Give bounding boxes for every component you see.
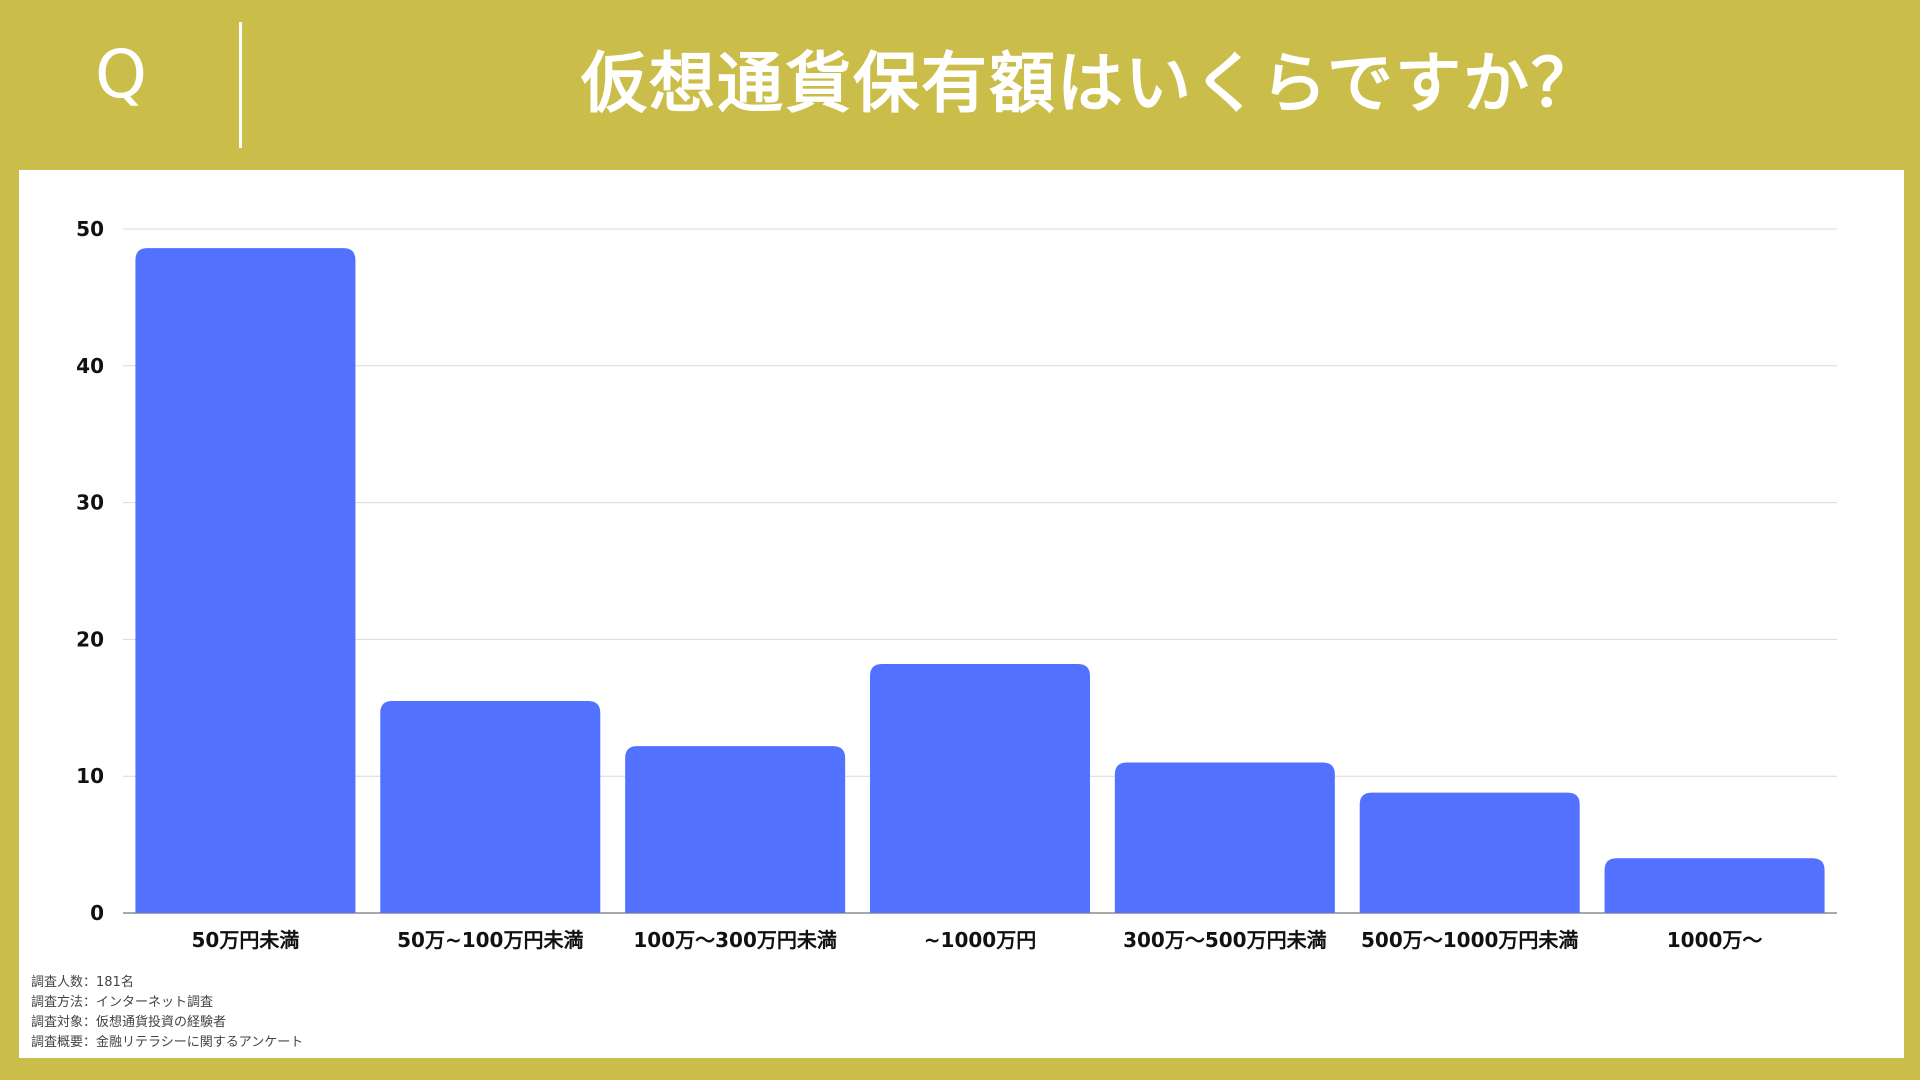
note-sample-size: 調査人数：181名 bbox=[31, 975, 134, 990]
header-bar: Q 仮想通貨保有額はいくらですか？ bbox=[0, 0, 1920, 170]
x-tick-label: ~1000万円 bbox=[924, 928, 1036, 952]
bar bbox=[1359, 792, 1580, 913]
y-tick-label: 50 bbox=[76, 217, 104, 241]
y-tick-label: 0 bbox=[90, 901, 104, 925]
header-divider bbox=[239, 22, 242, 148]
x-tick-label: 50万~100万円未満 bbox=[397, 928, 583, 952]
bar bbox=[135, 248, 356, 914]
note-method: 調査方法：インターネット調査 bbox=[31, 995, 214, 1010]
x-tick-label: 500万～1000万円未満 bbox=[1361, 928, 1578, 952]
y-tick-label: 10 bbox=[76, 764, 104, 788]
x-tick-label: 1000万～ bbox=[1667, 928, 1763, 952]
y-tick-label: 20 bbox=[76, 627, 104, 651]
note-summary: 調査概要：金融リテラシーに関するアンケート bbox=[31, 1035, 304, 1050]
x-tick-label: 50万円未満 bbox=[192, 928, 300, 952]
question-marker: Q bbox=[95, 36, 147, 113]
y-tick-label: 30 bbox=[76, 491, 104, 515]
bar bbox=[870, 664, 1090, 913]
x-tick-label: 300万～500万円未満 bbox=[1123, 928, 1327, 952]
bar bbox=[1604, 858, 1825, 913]
page-title: 仮想通貨保有額はいくらですか？ bbox=[580, 45, 1600, 122]
survey-notes: 調査人数：181名 調査方法：インターネット調査 調査対象：仮想通貨投資の経験者… bbox=[31, 973, 303, 1053]
y-tick-label: 40 bbox=[76, 354, 104, 378]
bar bbox=[1114, 762, 1335, 913]
bar bbox=[625, 746, 846, 913]
note-target: 調査対象：仮想通貨投資の経験者 bbox=[31, 1015, 227, 1030]
x-tick-label: 100万～300万円未満 bbox=[633, 928, 837, 952]
bar bbox=[380, 700, 601, 913]
